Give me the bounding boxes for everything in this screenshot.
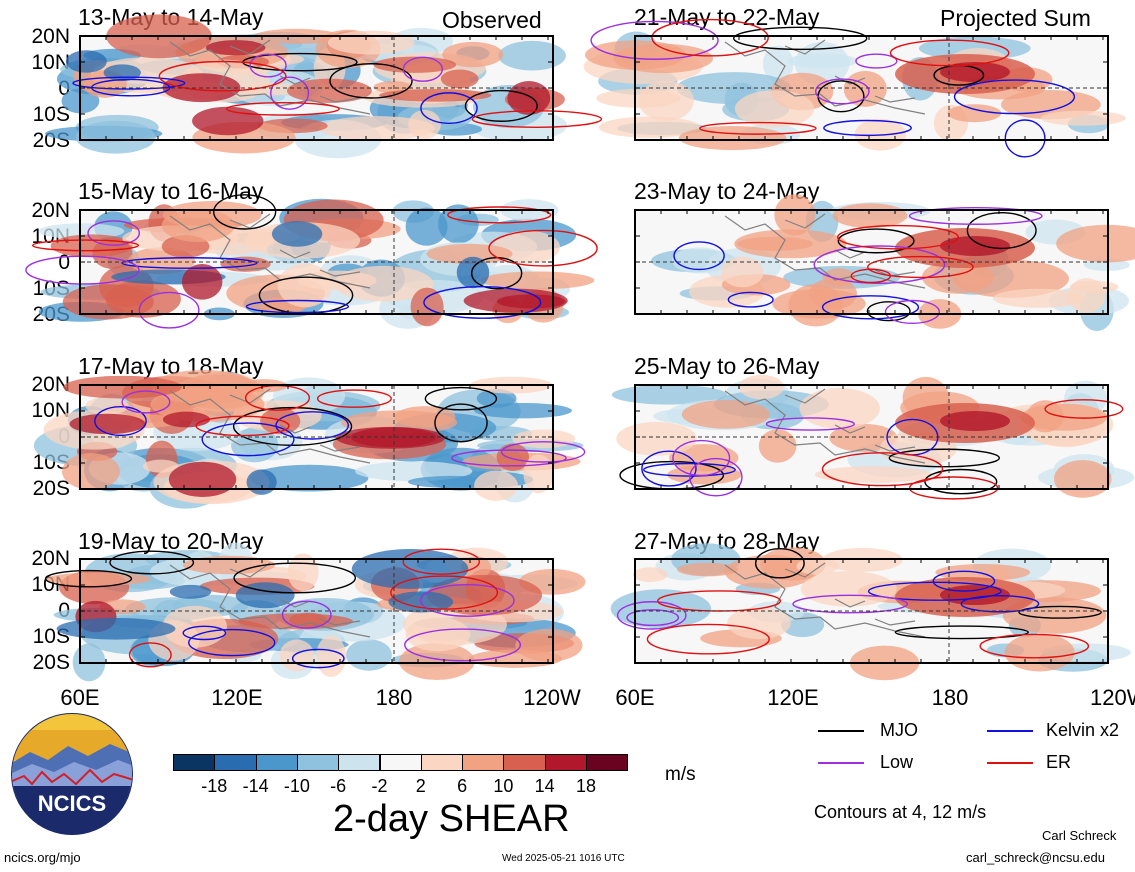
shear-map-observed-3 — [33, 369, 586, 509]
lon-label: 180 — [375, 685, 413, 710]
lat-label: 0 — [58, 251, 70, 274]
colorbar-title: 2-day SHEAR — [333, 798, 570, 840]
lat-label: 20N — [31, 199, 70, 222]
lon-label: 120E — [211, 685, 263, 710]
footer-author: Carl Schreck — [1042, 828, 1117, 843]
lon-label: 120W — [1090, 685, 1135, 710]
lon-label: 120E — [767, 685, 819, 710]
lon-label: 60E — [615, 685, 655, 710]
lat-label: 20S — [32, 651, 70, 674]
colorbar-tick-label: -18 — [201, 776, 228, 796]
colorbar-swatch — [544, 754, 587, 771]
observed-label: Observed — [442, 7, 542, 33]
contours-note: Contours at 4, 12 m/s — [814, 802, 987, 822]
colorbar-swatch — [379, 754, 422, 771]
colorbar-tick-label: 18 — [575, 776, 597, 796]
lat-label: 0 — [10, 599, 70, 623]
er-legend-line — [987, 762, 1033, 764]
lat-label: 0 — [58, 77, 70, 100]
coastline — [724, 562, 926, 638]
lat-label: 20S — [32, 477, 70, 500]
lon-label: 180 — [931, 685, 969, 710]
colorbar-swatch — [214, 754, 257, 771]
lon-label: 60E — [60, 685, 100, 710]
colorbar-swatch — [420, 754, 464, 771]
colorbar-swatch — [296, 754, 340, 771]
projected-sum-label: Projected Sum — [940, 5, 1091, 31]
lat-label: 20N — [31, 25, 70, 48]
coastline — [724, 388, 926, 464]
colorbar-swatch — [255, 754, 298, 771]
ncics-logo: NCICS — [10, 712, 134, 836]
coastline — [169, 388, 371, 464]
colorbar-tick-label: 14 — [534, 776, 555, 796]
kelvin-legend-label: Kelvin x2 — [1046, 720, 1120, 740]
coastline — [169, 213, 371, 289]
lat-label: 10N — [31, 51, 70, 74]
kelvin-legend-line — [987, 730, 1033, 732]
colorbar-swatch — [462, 754, 505, 771]
coastline — [169, 39, 371, 115]
panel-title-right-3: 25-May to 26-May — [634, 353, 820, 379]
panel-title-left-2: 15-May to 16-May — [78, 178, 264, 204]
coastline — [169, 562, 371, 638]
shear-map-projected-4 — [610, 543, 1131, 681]
colorbar-unit: m/s — [665, 764, 696, 785]
low-legend-label: Low — [880, 752, 914, 772]
lat-label: 20N — [31, 373, 70, 396]
shear-map-projected-3 — [611, 374, 1135, 500]
er-legend-label: ER — [1046, 752, 1072, 772]
lat-label: 20N — [31, 547, 70, 570]
mjo-legend-line — [818, 730, 864, 732]
colorbar-swatch — [338, 754, 381, 771]
colorbar-swatch — [173, 754, 216, 771]
colorbar-tick-label: 2 — [415, 776, 426, 796]
colorbar-tick-label: -2 — [371, 776, 388, 796]
colorbar-tick-label: -14 — [242, 776, 269, 796]
colorbar-swatch — [586, 754, 629, 771]
footer-url: ncics.org/mjo — [4, 850, 81, 865]
colorbar-swatch — [503, 754, 546, 771]
colorbar-tick-label: 6 — [457, 776, 468, 796]
low-legend-line — [818, 762, 864, 764]
lon-label: 120W — [523, 685, 581, 710]
coastline — [724, 39, 926, 115]
shear-map-projected-1 — [583, 18, 1126, 158]
colorbar-tick-label: -10 — [283, 776, 310, 796]
shear-map-observed-1 — [45, 14, 603, 159]
coastline — [724, 213, 926, 289]
colorbar-tick-label: 10 — [493, 776, 514, 796]
shear-map-observed-2 — [25, 194, 598, 329]
footer-timestamp: Wed 2025-05-21 1016 UTC — [502, 853, 625, 864]
shear-map-observed-4 — [44, 542, 586, 682]
colorbar-tick-label: -6 — [330, 776, 347, 796]
mjo-legend-label: MJO — [880, 720, 918, 740]
lat-label: 10S — [32, 103, 70, 126]
footer-email: carl_schreck@ncsu.edu — [966, 850, 1105, 865]
logo-text: NCICS — [38, 791, 106, 816]
shear-map-projected-2 — [634, 194, 1135, 332]
